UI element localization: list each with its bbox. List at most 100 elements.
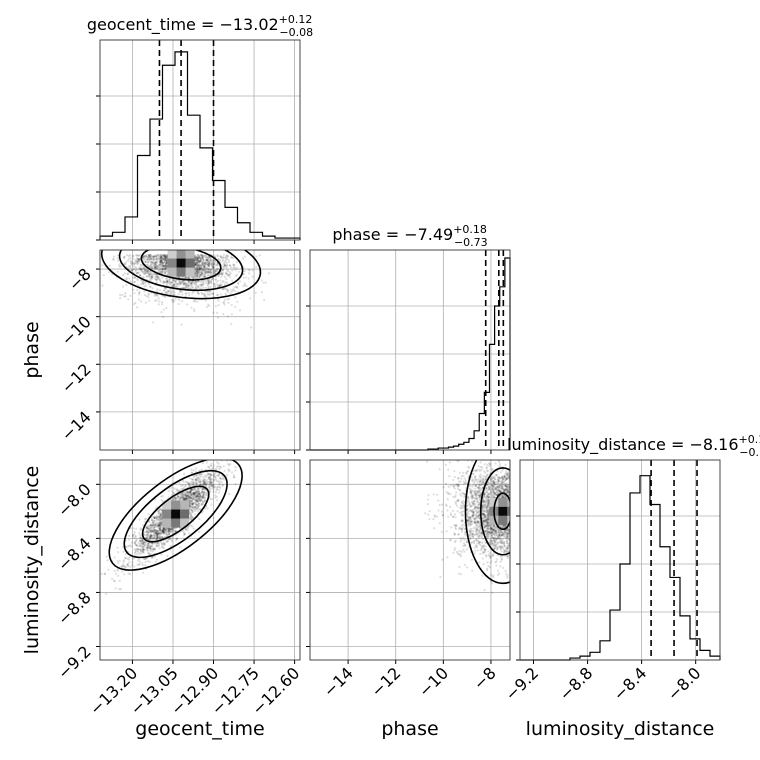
scatter-geocent_time-luminosity_distance-point (189, 494, 193, 497)
scatter-geocent_time-phase-point (208, 304, 211, 307)
scatter-geocent_time-phase-point (165, 258, 168, 261)
scatter-geocent_time-luminosity_distance-point (229, 463, 232, 466)
scatter-phase-luminosity_distance-point (482, 552, 485, 555)
scatter-geocent_time-phase-point (212, 292, 215, 295)
scatter-geocent_time-phase-point (149, 256, 152, 259)
scatter-geocent_time-phase-point (148, 253, 151, 256)
scatter-geocent_time-luminosity_distance-point (158, 510, 161, 513)
scatter-geocent_time-luminosity_distance-point (136, 548, 139, 552)
scatter-geocent_time-luminosity_distance-point (196, 497, 199, 500)
scatter-phase-luminosity_distance-point (471, 515, 474, 518)
scatter-geocent_time-luminosity_distance-point (167, 530, 170, 533)
scatter-geocent_time-phase-point (138, 260, 141, 263)
scatter-geocent_time-phase-point (201, 268, 204, 271)
scatter-geocent_time-phase-point (206, 271, 209, 274)
scatter-geocent_time-luminosity_distance-point (176, 537, 179, 541)
scatter-geocent_time-phase-point (195, 259, 198, 262)
scatter-geocent_time-luminosity_distance-point (194, 478, 197, 481)
scatter-geocent_time-luminosity_distance-point (222, 465, 225, 468)
scatter-geocent_time-phase-point (201, 292, 204, 295)
scatter-geocent_time-phase-point (228, 264, 232, 267)
scatter-phase-luminosity_distance-point (493, 486, 496, 489)
scatter-geocent_time-phase-point (143, 269, 147, 272)
scatter-geocent_time-luminosity_distance-point (188, 484, 191, 487)
scatter-geocent_time-phase-point (159, 255, 162, 258)
scatter-geocent_time-phase-point (118, 265, 121, 268)
scatter-geocent_time-phase-point (197, 259, 200, 262)
scatter-geocent_time-phase-point (148, 258, 151, 261)
scatter-geocent_time-luminosity_distance-point (189, 488, 193, 491)
scatter-geocent_time-luminosity_distance-point (138, 518, 141, 521)
scatter-geocent_time-phase-point (200, 273, 204, 276)
scatter-geocent_time-luminosity_distance-point (113, 556, 116, 559)
scatter-phase-luminosity_distance-point (501, 525, 505, 528)
scatter-geocent_time-luminosity_distance-point (209, 490, 212, 493)
scatter-geocent_time-luminosity_distance-point (217, 474, 220, 477)
scatter-geocent_time-luminosity_distance-point (214, 496, 217, 499)
scatter-geocent_time-luminosity_distance-point (190, 488, 193, 491)
scatter-geocent_time-luminosity_distance-point (196, 478, 199, 481)
scatter-geocent_time-phase-point (147, 260, 150, 263)
scatter-geocent_time-luminosity_distance-point (157, 515, 160, 518)
scatter-geocent_time-luminosity_distance-point (182, 493, 185, 497)
scatter-phase-luminosity_distance-point (490, 480, 494, 483)
scatter-geocent_time-luminosity_distance-point (188, 505, 191, 508)
scatter-geocent_time-phase-point (243, 270, 246, 273)
scatter-geocent_time-phase-point (197, 265, 201, 268)
scatter-geocent_time-phase-point (171, 284, 174, 287)
scatter-geocent_time-luminosity_distance-point (167, 529, 170, 532)
scatter-geocent_time-phase-point (211, 264, 214, 268)
scatter-geocent_time-luminosity_distance-point (226, 473, 229, 477)
scatter-geocent_time-luminosity_distance-point (146, 560, 149, 563)
scatter-geocent_time-luminosity_distance-point (207, 473, 210, 476)
scatter-geocent_time-phase-point (154, 273, 158, 276)
scatter-geocent_time-phase-point (131, 262, 134, 265)
scatter-geocent_time-phase-point (227, 270, 230, 273)
scatter-geocent_time-phase-point (199, 287, 202, 290)
scatter-geocent_time-phase-point (138, 258, 141, 261)
scatter-geocent_time-luminosity_distance-point (214, 475, 217, 478)
scatter-geocent_time-luminosity_distance-point (181, 495, 184, 498)
scatter-geocent_time-luminosity_distance-point (193, 488, 196, 491)
scatter-geocent_time-phase-point (151, 262, 154, 265)
scatter-geocent_time-luminosity_distance-point (136, 547, 139, 551)
scatter-geocent_time-phase-point (170, 291, 173, 294)
scatter-geocent_time-phase-point (237, 282, 240, 285)
scatter-geocent_time-luminosity_distance-point (121, 564, 124, 568)
scatter-geocent_time-phase-point (196, 268, 199, 271)
scatter-geocent_time-luminosity_distance-point (153, 555, 156, 559)
scatter-geocent_time-phase-point (159, 261, 162, 264)
scatter-phase-luminosity_distance-point (497, 480, 500, 483)
scatter-geocent_time-luminosity_distance-point (201, 482, 204, 485)
scatter-geocent_time-phase-point (190, 306, 193, 309)
scatter-geocent_time-luminosity_distance-point (133, 533, 136, 536)
scatter-geocent_time-luminosity_distance-point (193, 496, 196, 499)
scatter-geocent_time-phase-point (186, 276, 189, 280)
scatter-geocent_time-luminosity_distance-point (149, 524, 152, 527)
scatter-geocent_time-phase-point (232, 263, 235, 267)
scatter-geocent_time-luminosity_distance-point (150, 518, 153, 521)
scatter-geocent_time-phase-point (228, 274, 231, 277)
scatter-geocent_time-phase-point (136, 263, 139, 266)
scatter-geocent_time-luminosity_distance-point (159, 525, 162, 528)
scatter-geocent_time-luminosity_distance-point (139, 548, 142, 551)
scatter-phase-luminosity_distance-point (493, 533, 496, 536)
scatter-geocent_time-luminosity_distance-point (152, 534, 156, 537)
scatter-geocent_time-luminosity_distance-point (151, 527, 154, 530)
scatter-geocent_time-phase-point (198, 261, 201, 264)
scatter-phase-luminosity_distance-point (501, 538, 504, 541)
scatter-geocent_time-phase-point (147, 253, 150, 256)
scatter-geocent_time-phase-point (155, 255, 158, 258)
scatter-geocent_time-phase-point (164, 255, 167, 259)
scatter-phase-luminosity_distance-point (446, 556, 449, 559)
scatter-geocent_time-luminosity_distance-point (151, 521, 154, 524)
scatter-geocent_time-luminosity_distance-point (100, 572, 104, 575)
scatter-geocent_time-phase-point (146, 272, 149, 275)
scatter-geocent_time-phase-point (235, 285, 238, 288)
scatter-geocent_time-phase-point (164, 267, 168, 270)
scatter-geocent_time-luminosity_distance-point (183, 493, 186, 496)
scatter-geocent_time-phase-point (177, 276, 181, 279)
scatter-phase-luminosity_distance-point (505, 477, 508, 480)
scatter-geocent_time-luminosity_distance-point (162, 532, 165, 535)
